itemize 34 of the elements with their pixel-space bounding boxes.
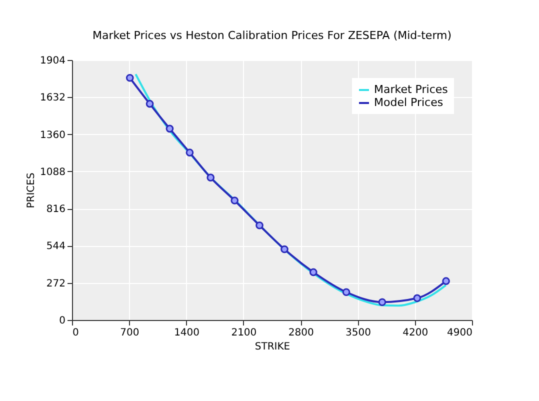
x-tick-label: 2100 xyxy=(231,328,257,338)
point xyxy=(146,100,154,108)
y-tick-label: 544 xyxy=(46,241,66,252)
point xyxy=(342,288,350,296)
point xyxy=(309,268,318,276)
y-tick-label: 272 xyxy=(46,278,66,290)
x-tick-label: 700 xyxy=(120,328,140,338)
point xyxy=(230,196,239,204)
y-tick-label: 816 xyxy=(46,204,66,216)
point xyxy=(280,245,288,254)
x-axis-title: STRIKE xyxy=(254,342,290,352)
y-tick-label: 1360 xyxy=(40,130,66,141)
point xyxy=(256,221,264,230)
legend-label: Model Prices xyxy=(374,96,444,109)
point xyxy=(413,294,422,302)
x-tick-label: 2800 xyxy=(288,328,314,338)
point xyxy=(186,148,194,156)
x-tick-label: 1400 xyxy=(174,328,200,338)
x-tick-label: 3500 xyxy=(345,328,371,338)
y-tick-label: 1632 xyxy=(40,92,66,104)
legend-label: Market Prices xyxy=(374,83,448,96)
y-tick-label: 1088 xyxy=(40,166,66,178)
point xyxy=(166,124,174,133)
x-tick-label: 4200 xyxy=(402,328,428,338)
point xyxy=(378,298,386,306)
y-tick-label: 1904 xyxy=(40,56,66,66)
chart-title: Market Prices vs Heston Calibration Prices For ZESEPA (Mid-term) xyxy=(92,29,452,42)
x-tick-label: 0 xyxy=(72,328,79,338)
point xyxy=(442,277,450,285)
point xyxy=(206,174,215,182)
x-tick-label: 4900 xyxy=(447,328,472,338)
y-axis-title: PRICES xyxy=(26,172,38,208)
point xyxy=(126,74,134,82)
y-tick-label: 0 xyxy=(59,316,66,326)
